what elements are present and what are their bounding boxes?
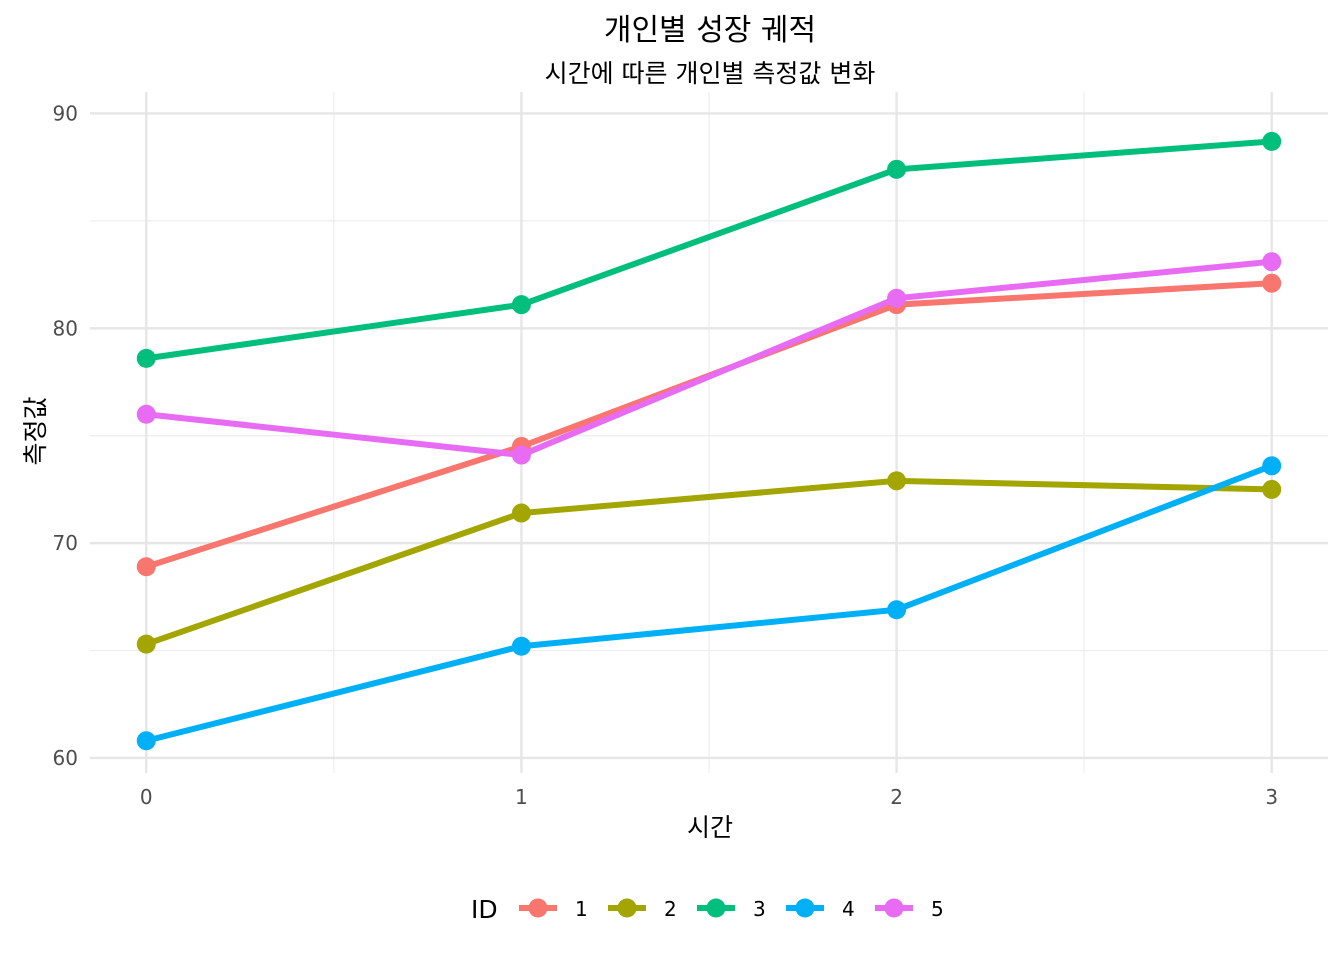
data-point xyxy=(887,471,907,491)
series-5 xyxy=(136,252,1282,465)
data-point xyxy=(511,636,531,656)
data-point xyxy=(1262,273,1282,293)
legend-item-4: 4 xyxy=(786,897,855,921)
y-tick-label: 60 xyxy=(53,746,78,770)
data-point xyxy=(1262,456,1282,476)
legend-key-point xyxy=(617,898,637,918)
series-line-4 xyxy=(145,462,1273,744)
series-line-5 xyxy=(145,258,1273,459)
legend-label: 4 xyxy=(842,897,855,921)
x-axis-ticks: 0 1 2 3 xyxy=(140,785,1278,809)
legend-key-point xyxy=(528,898,548,918)
x-tick-label: 0 xyxy=(140,785,153,809)
legend-item-3: 3 xyxy=(697,897,766,921)
x-tick-label: 3 xyxy=(1265,785,1278,809)
data-point xyxy=(136,634,156,654)
legend-item-2: 2 xyxy=(608,897,677,921)
legend-title: ID xyxy=(471,895,498,924)
x-tick-label: 2 xyxy=(890,785,903,809)
legend-label: 3 xyxy=(753,897,766,921)
y-tick-label: 90 xyxy=(53,101,78,125)
data-point xyxy=(1262,131,1282,151)
y-tick-label: 70 xyxy=(53,531,78,555)
legend-item-5: 5 xyxy=(875,897,944,921)
legend-label: 5 xyxy=(931,897,944,921)
chart-subtitle: 시간에 따른 개인별 측정값 변화 xyxy=(545,59,876,88)
legend-item-1: 1 xyxy=(519,897,588,921)
legend-key-point xyxy=(884,898,904,918)
data-point xyxy=(136,348,156,368)
data-point xyxy=(136,731,156,751)
data-point xyxy=(136,557,156,577)
grid xyxy=(90,92,1328,773)
legend-label: 1 xyxy=(575,897,588,921)
legend: ID 1 2 3 4 5 xyxy=(471,895,944,924)
data-point xyxy=(511,445,531,465)
data-point xyxy=(1262,479,1282,499)
series-4 xyxy=(136,456,1282,751)
series-line-3 xyxy=(145,138,1272,362)
data-point xyxy=(1262,252,1282,272)
x-tick-label: 1 xyxy=(515,785,528,809)
series-layer xyxy=(136,131,1282,751)
legend-key-point xyxy=(706,898,726,918)
series-3 xyxy=(136,131,1282,368)
data-point xyxy=(136,404,156,424)
data-point xyxy=(511,503,531,523)
series-line-2 xyxy=(145,477,1272,647)
y-tick-label: 80 xyxy=(53,316,78,340)
data-point xyxy=(511,295,531,315)
data-point xyxy=(887,600,907,620)
series-2 xyxy=(136,471,1282,654)
x-axis-label: 시간 xyxy=(687,813,733,842)
chart-title: 개인별 성장 궤적 xyxy=(604,13,816,48)
legend-label: 2 xyxy=(664,897,677,921)
y-axis-ticks: 60 70 80 90 xyxy=(53,101,78,769)
legend-key-point xyxy=(795,898,815,918)
data-point xyxy=(887,159,907,179)
data-point xyxy=(887,288,907,308)
y-axis-label: 측정값 xyxy=(21,396,50,465)
legend-items: 1 2 3 4 5 xyxy=(519,897,944,921)
